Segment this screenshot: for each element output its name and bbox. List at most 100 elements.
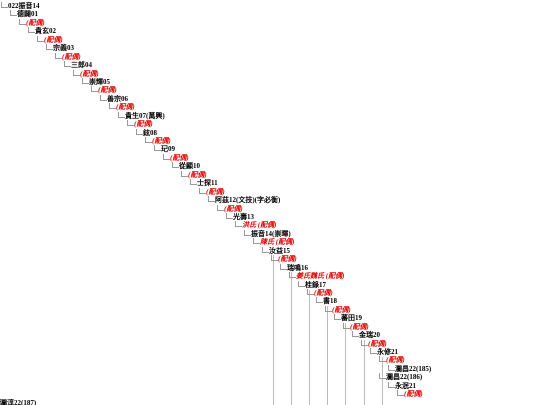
connector [73, 69, 80, 76]
person-name[interactable]: 德闢01 [17, 10, 38, 19]
person-name[interactable]: 宗義03 [53, 44, 74, 53]
connector [190, 179, 197, 186]
person-name[interactable]: 三郎04 [71, 61, 92, 70]
spouse-label[interactable]: (配偶) [62, 52, 81, 61]
person-name[interactable]: 玘09 [161, 145, 175, 154]
branch-line [327, 306, 328, 405]
person-name[interactable]: 從顯10 [179, 162, 200, 171]
connector [361, 339, 368, 346]
connector [235, 221, 242, 228]
person-name[interactable]: 瀾淳22(187) [0, 398, 37, 405]
person-name[interactable]: 汝益15 [269, 246, 290, 255]
connector [334, 314, 341, 321]
spouse-label[interactable]: (配偶) [386, 356, 405, 365]
branch-line [345, 323, 346, 405]
connector [145, 137, 152, 144]
connector [1, 2, 8, 8]
connector [64, 61, 71, 68]
spouse-label[interactable]: (配偶) [26, 18, 45, 27]
connector [262, 246, 269, 253]
person-name[interactable]: 善宗06 [107, 94, 128, 103]
spouse-label[interactable]: (配偶) [116, 103, 135, 112]
connector [46, 44, 53, 51]
connector [280, 263, 287, 270]
connector [217, 204, 224, 211]
spouse-label[interactable]: 姜氏魏氏 (配偶) [296, 272, 345, 281]
person-name[interactable]: 阿茲12(文技)(字必衡) [215, 196, 281, 205]
connector [10, 10, 17, 17]
spouse-label[interactable]: (配偶) [368, 339, 387, 348]
person-name[interactable]: 士探11 [197, 179, 218, 188]
connector [325, 305, 332, 312]
person-name[interactable]: 永修21 [377, 348, 398, 357]
connector [163, 153, 170, 160]
person-name[interactable]: 瑞鳴16 [287, 263, 308, 272]
connector [82, 77, 89, 84]
connector [28, 27, 35, 34]
connector [289, 272, 296, 279]
connector [181, 170, 188, 177]
branch-line [364, 340, 365, 405]
person-name[interactable]: 022振音14 [8, 2, 40, 10]
spouse-label[interactable]: (配偶) [224, 204, 243, 213]
person-name[interactable]: 瀾昌22(186) [386, 373, 423, 382]
person-name[interactable]: 瀾昌22(185) [395, 364, 432, 373]
connector [370, 348, 377, 355]
connector [253, 238, 260, 245]
person-name[interactable]: 貴生07(萬興) [125, 111, 165, 120]
spouse-label[interactable]: (配偶) [278, 255, 297, 264]
connector [154, 145, 161, 152]
connector [343, 322, 350, 329]
connector [208, 196, 215, 203]
person-name[interactable]: 桂錄17 [305, 280, 326, 289]
person-name[interactable]: 永泯21 [395, 381, 416, 390]
person-name[interactable]: 書18 [323, 297, 337, 306]
spouse-label[interactable]: (配偶) [350, 322, 369, 331]
person-name[interactable]: 蕃田19 [341, 314, 362, 323]
connector [316, 297, 323, 304]
connector [226, 213, 233, 219]
connector [127, 120, 134, 127]
branch-line [309, 290, 310, 405]
connector [298, 280, 305, 287]
spouse-label[interactable]: (配偶) [332, 305, 351, 314]
connector [397, 390, 404, 397]
spouse-label[interactable]: (配偶) [170, 153, 189, 162]
spouse-label[interactable]: (配偶) [152, 137, 171, 146]
spouse-label[interactable]: (配偶) [134, 120, 153, 129]
branch-line [382, 357, 383, 405]
connector [100, 94, 107, 101]
connector [271, 255, 278, 262]
person-name[interactable]: 貴玄02 [35, 27, 56, 36]
connector [118, 111, 125, 118]
spouse-label[interactable]: (配偶) [206, 187, 225, 196]
connector [136, 128, 143, 135]
connector [388, 364, 395, 371]
spouse-label[interactable]: (配偶) [404, 390, 423, 399]
spouse-label[interactable]: (配偶) [80, 69, 99, 78]
connector [91, 86, 98, 93]
connector [379, 373, 386, 380]
spouse-label[interactable]: (配偶) [98, 86, 117, 95]
person-name[interactable]: 振音14(崇暉) [251, 229, 291, 238]
connector [379, 356, 386, 363]
branch-line [291, 272, 292, 405]
connector [307, 288, 314, 295]
spouse-label[interactable]: (配偶) [44, 35, 63, 44]
person-name[interactable]: 金瑞20 [359, 331, 380, 340]
connector [37, 35, 44, 42]
person-name[interactable]: 崇輝05 [89, 77, 110, 86]
connector [199, 187, 206, 194]
spouse-label[interactable]: 陳氏 (配偶) [260, 238, 295, 247]
connector [244, 229, 251, 236]
branch-line [273, 255, 274, 405]
spouse-label[interactable]: 洪氏 (配偶) [242, 221, 277, 230]
spouse-label[interactable]: (配偶) [314, 288, 333, 297]
connector [55, 52, 62, 59]
person-name[interactable]: 鉉08 [143, 128, 157, 137]
spouse-label[interactable]: (配偶) [188, 170, 207, 179]
connector [172, 162, 179, 169]
connector [0, 398, 7, 405]
person-name[interactable]: 光壽13 [233, 213, 254, 221]
